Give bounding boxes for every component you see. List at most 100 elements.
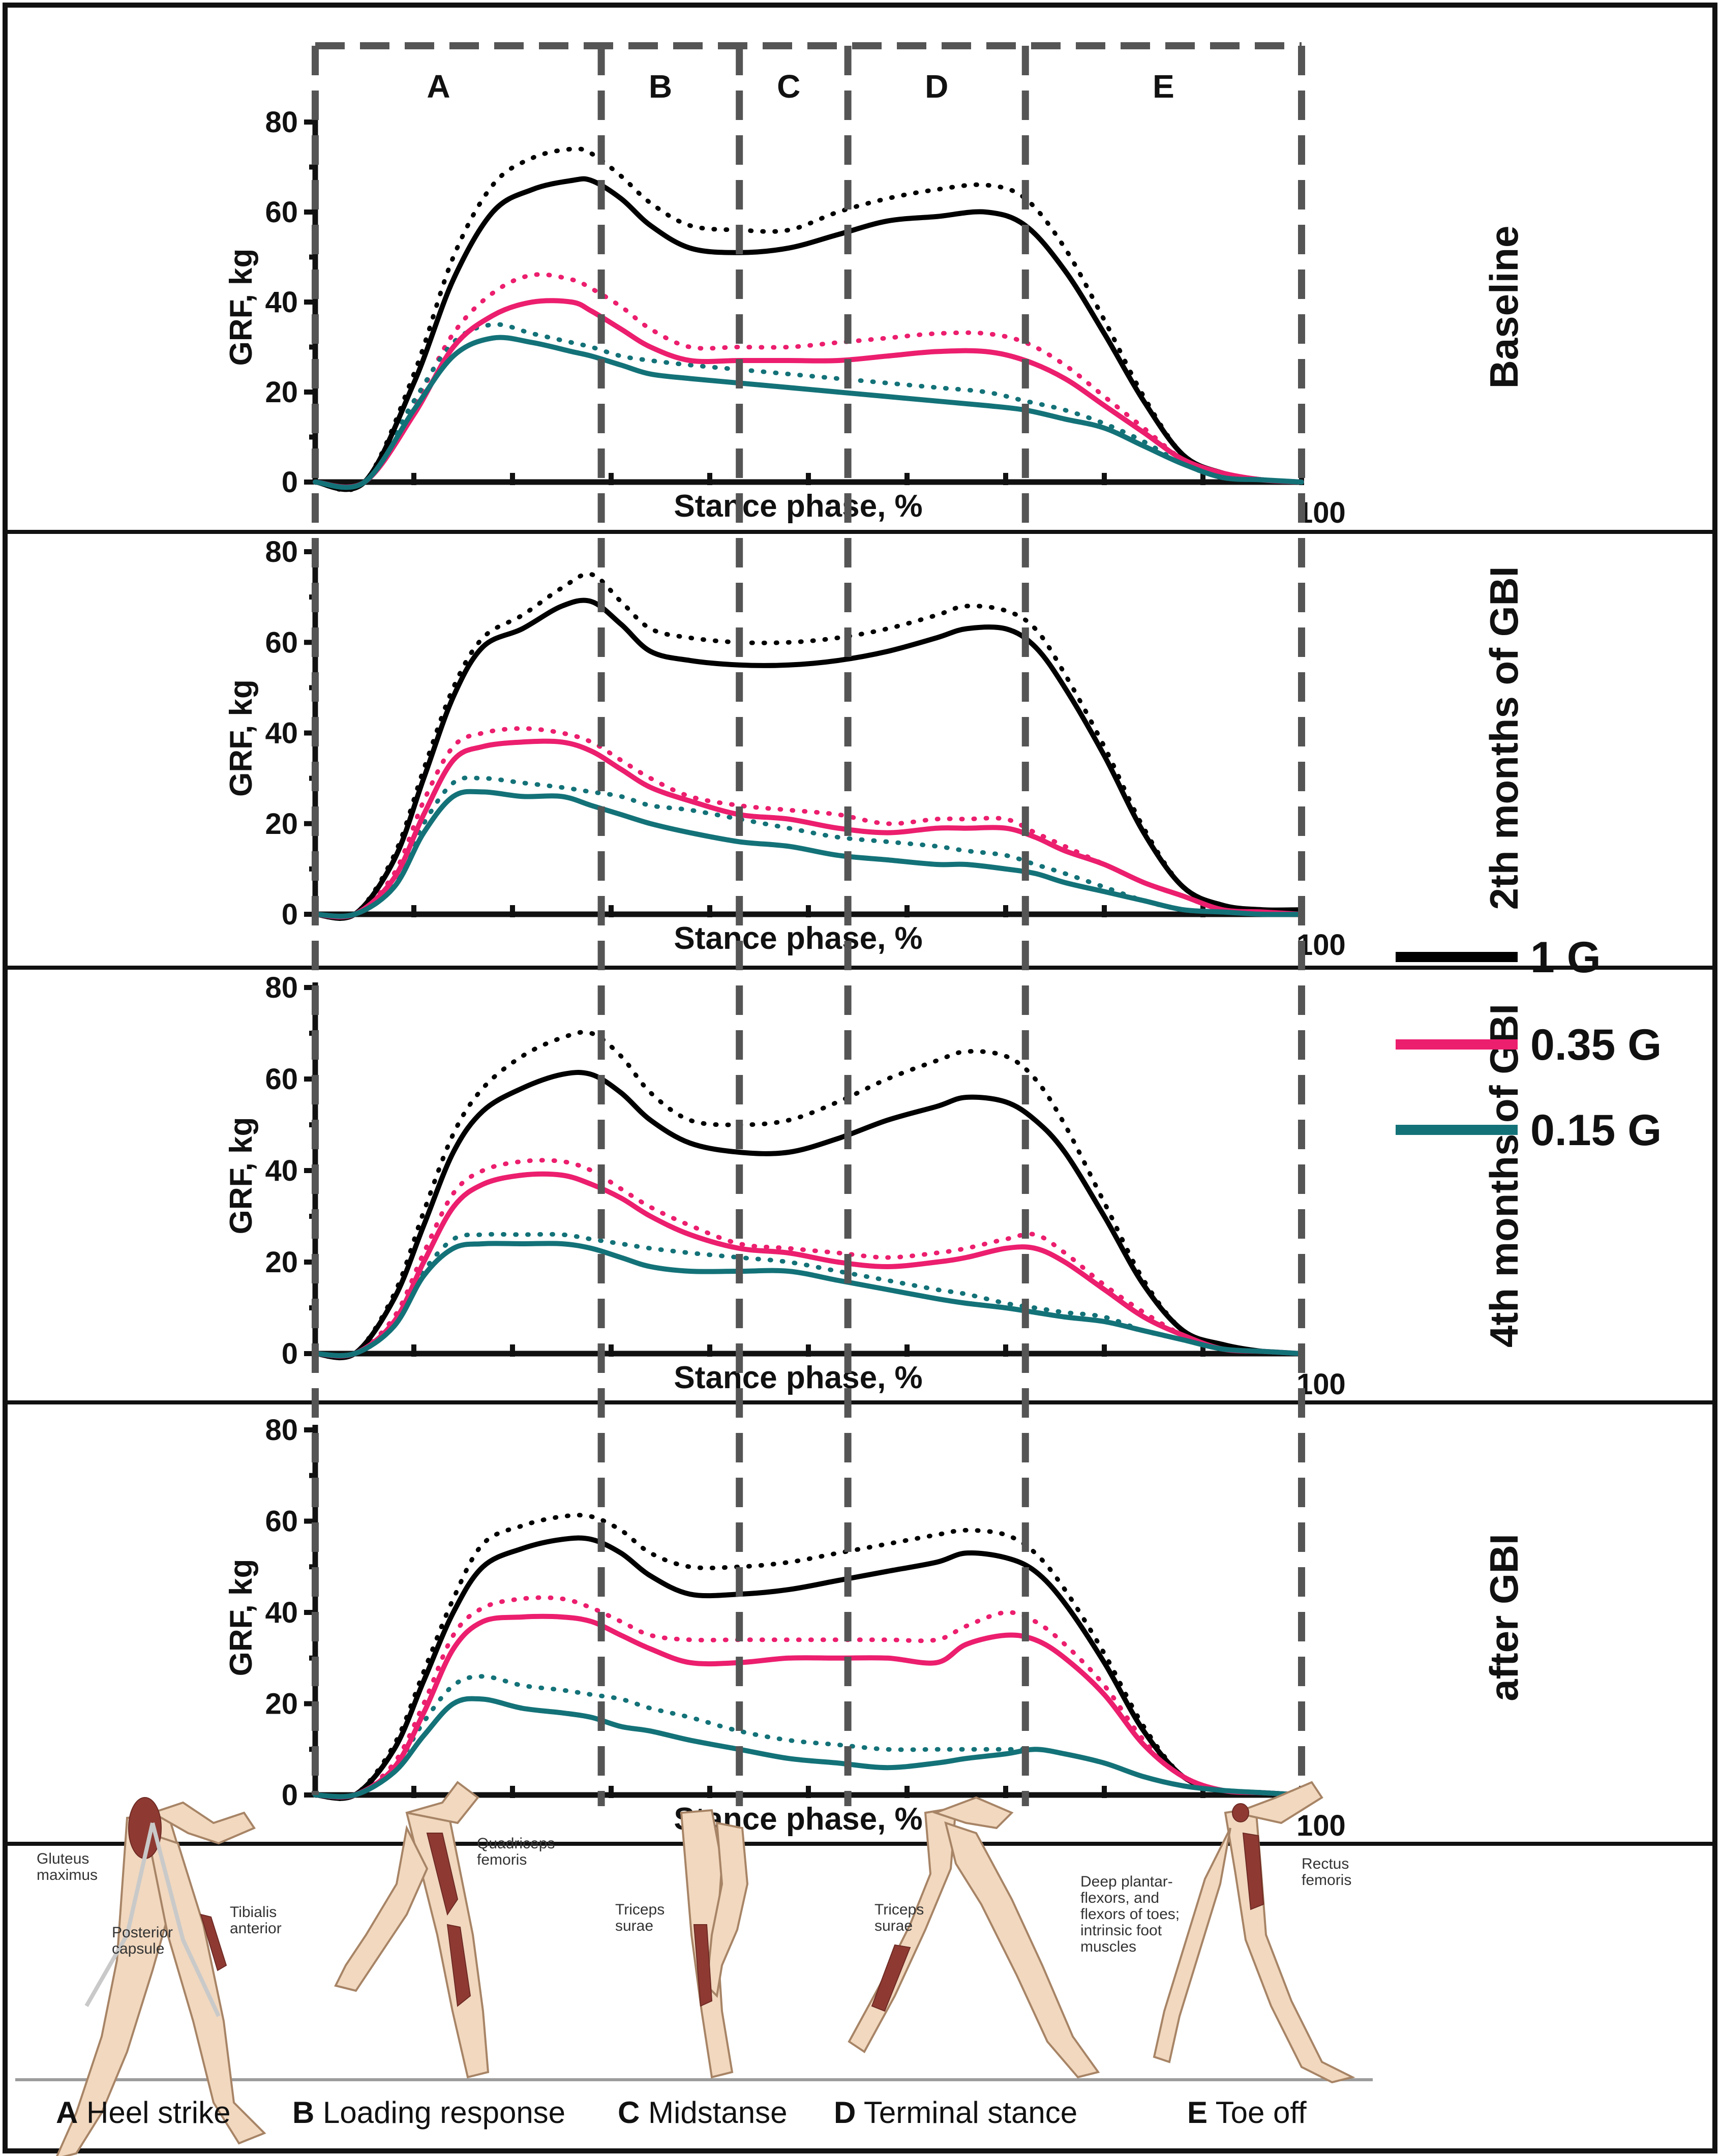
y-tick-label: 60 (265, 196, 298, 229)
figure-border (3, 3, 1717, 2153)
figure-terminal-stance: Triceps surae (848, 1796, 1100, 2079)
caption-loading-response: B Loading response (292, 2095, 565, 2130)
x-axis-title: Stance phase, % (674, 1360, 922, 1395)
series-0-15-g-solid (313, 1696, 1304, 1800)
gait-captions: A Heel strike B Loading response C Midst… (56, 2095, 1307, 2130)
y-axis-title: GRF, kg (224, 1559, 259, 1676)
anatomy-label: surae (615, 1918, 653, 1934)
x-axis-title: Stance phase, % (674, 489, 922, 524)
caption-letter: B (292, 2095, 314, 2130)
phase-letter-d: D (925, 68, 948, 105)
series-1-g-solid (313, 176, 1304, 492)
phase-letter-b: B (649, 68, 672, 105)
anatomy-label: intrinsic foot (1080, 1922, 1162, 1939)
series-0-15-g-solid (313, 335, 1304, 490)
series-1-g-solid (313, 1070, 1304, 1360)
series-0-35-g-solid (313, 738, 1304, 920)
anatomy-label: Posterior (112, 1924, 173, 1941)
series-1-g-dotted (313, 146, 1304, 493)
legend: 1 G 0.35 G 0.15 G (1396, 933, 1662, 1155)
x-end-label: 100 (1296, 1809, 1346, 1842)
series-1-g-dotted (313, 572, 1304, 921)
anatomy-label: capsule (112, 1940, 164, 1957)
anatomy-label: Deep plantar- (1080, 1873, 1173, 1890)
caption-text: Toe off (1208, 2095, 1307, 2130)
y-axis-title: GRF, kg (224, 249, 259, 366)
y-tick-label: 80 (265, 535, 298, 568)
caption-letter: A (56, 2095, 78, 2130)
caption-heel-strike: A Heel strike (56, 2095, 230, 2130)
row-label: 4th months of GBI (1482, 1004, 1526, 1348)
y-tick-label: 20 (265, 1688, 298, 1721)
series-0-35-g-dotted (313, 1158, 1304, 1359)
caption-toe-off: E Toe off (1187, 2095, 1307, 2130)
legend-label-015g: 0.15 G (1530, 1106, 1662, 1155)
series-0-35-g-dotted (313, 726, 1304, 920)
legend-label-1g: 1 G (1530, 933, 1601, 982)
row-label: after GBI (1482, 1534, 1526, 1701)
row-label: 2th months of GBI (1482, 566, 1526, 910)
figure-loading-response: Quadriceps femoris (334, 1781, 555, 2079)
anatomy-label: muscles (1080, 1938, 1136, 1955)
series-0-35-g-dotted (313, 272, 1304, 490)
y-tick-label: 40 (265, 1154, 298, 1187)
anatomy-label: surae (874, 1918, 913, 1934)
y-tick-label: 20 (265, 376, 298, 409)
gait-anatomy-strip: Gluteus maximus Tibialis anterior Poster… (15, 1781, 1373, 2156)
y-tick-label: 40 (265, 1596, 298, 1629)
series-0-35-g-solid (313, 1171, 1304, 1359)
anatomy-label: Quadriceps (477, 1835, 555, 1852)
series-0-35-g-solid (313, 298, 1304, 490)
anatomy-label: Gluteus (37, 1850, 89, 1867)
y-tick-label: 0 (282, 1779, 298, 1812)
y-tick-label: 60 (265, 1505, 298, 1538)
anatomy-label: flexors, and (1080, 1890, 1159, 1906)
y-tick-label: 60 (265, 626, 298, 659)
caption-midstance: C Midstanse (618, 2095, 787, 2130)
caption-text: Heel strike (78, 2095, 230, 2130)
phase-letters: A B C D E (427, 68, 1174, 105)
y-tick-label: 40 (265, 286, 298, 319)
anatomy-label: flexors of toes; (1080, 1906, 1180, 1923)
caption-letter: E (1187, 2095, 1208, 2130)
anatomy-label: femoris (1302, 1872, 1351, 1889)
y-tick-label: 80 (265, 1414, 298, 1447)
series-0-35-g-dotted (313, 1595, 1304, 1800)
legend-label-035g: 0.35 G (1530, 1021, 1662, 1069)
y-tick-label: 0 (282, 898, 298, 931)
y-axis-title: GRF, kg (224, 679, 259, 797)
series-1-g-dotted (313, 1030, 1304, 1361)
anatomy-label: anterior (230, 1920, 282, 1937)
series-0-35-g-solid (313, 1613, 1304, 1800)
phase-divider-lines (312, 42, 1305, 1806)
y-tick-label: 20 (265, 807, 298, 841)
figure-toe-off: Deep plantar- flexors, and flexors of to… (1080, 1781, 1355, 2084)
caption-terminal-stance: D Terminal stance (834, 2095, 1077, 2130)
y-axis-title: GRF, kg (224, 1117, 259, 1235)
caption-letter: C (618, 2095, 640, 2130)
anatomy-label: Triceps (615, 1901, 665, 1918)
y-tick-label: 60 (265, 1063, 298, 1096)
series-1-g-solid (313, 1535, 1304, 1801)
y-tick-label: 80 (265, 971, 298, 1004)
anatomy-label: Rectus (1302, 1855, 1349, 1872)
phase-letter-c: C (777, 68, 800, 105)
anatomy-label: Tibialis (230, 1904, 277, 1921)
anatomy-label: Triceps (874, 1901, 924, 1918)
y-tick-label: 0 (282, 1337, 298, 1370)
caption-text: Terminal stance (856, 2095, 1077, 2130)
caption-text: Midstanse (640, 2095, 787, 2130)
y-tick-label: 80 (265, 106, 298, 139)
x-axis-title: Stance phase, % (674, 921, 922, 956)
grf-panels: 0 20 40 60 80 Stance phase, % 100 GRF, kg Baseli… (224, 106, 1526, 1842)
y-tick-label: 20 (265, 1246, 298, 1279)
y-tick-label: 40 (265, 717, 298, 750)
y-tick-label: 0 (282, 466, 298, 499)
anatomy-label: femoris (477, 1851, 527, 1868)
caption-letter: D (834, 2095, 856, 2130)
anatomy-label: maximus (37, 1867, 98, 1883)
